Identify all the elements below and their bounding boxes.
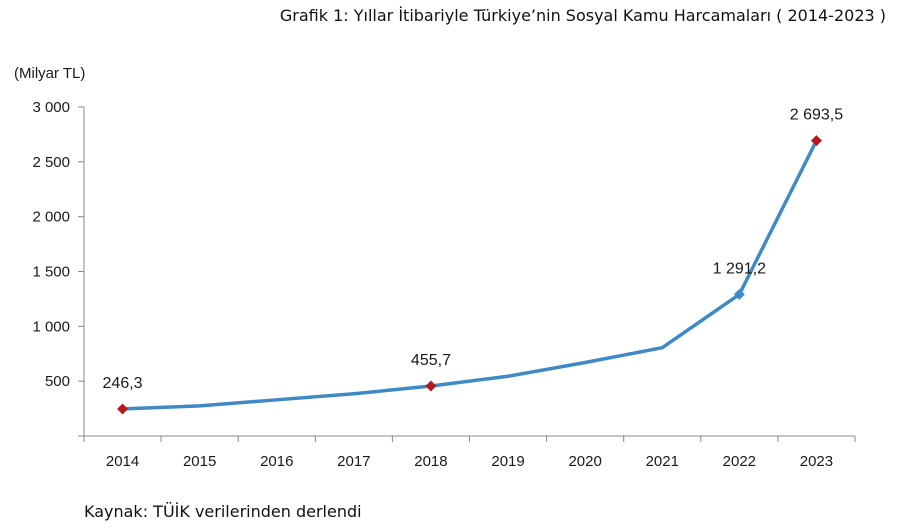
x-tick-label: 2019: [491, 453, 524, 470]
axes: [78, 106, 856, 442]
series-layer: [120, 138, 819, 411]
data-label: 246,3: [103, 375, 143, 392]
x-tick-label: 2016: [260, 453, 293, 470]
x-tick-label: 2023: [800, 453, 833, 470]
data-label: 455,7: [411, 352, 451, 369]
y-tick-label: 500: [45, 373, 70, 390]
data-point-marker: [117, 403, 129, 415]
data-point-marker: [425, 380, 437, 392]
data-point-marker: [810, 135, 822, 147]
y-axis-label: (Milyar TL): [14, 65, 85, 82]
data-label: 2 693,5: [790, 107, 843, 124]
y-tick-label: 2 000: [32, 209, 70, 226]
series-line: [120, 138, 819, 411]
tick-labels: 500 1 000 1 500 2 000 2 500 3 000 2014 2015 2016…: [32, 99, 833, 470]
y-tick-label: 1 500: [32, 264, 70, 281]
x-tick-label: 2020: [568, 453, 601, 470]
x-tick-label: 2014: [106, 453, 139, 470]
x-tick-label: 2022: [723, 453, 756, 470]
source-note: Kaynak: TÜİK verilerinden derlendi: [84, 502, 362, 521]
x-tick-label: 2015: [183, 453, 216, 470]
y-tick-label: 3 000: [32, 99, 70, 116]
x-tick-label: 2017: [337, 453, 370, 470]
y-tick-label: 2 500: [32, 154, 70, 171]
y-tick-label: 1 000: [32, 318, 70, 335]
chart-title: Grafik 1: Yıllar İtibariyle Türkiye’nin …: [279, 6, 886, 25]
x-tick-label: 2021: [646, 453, 679, 470]
data-point-marker: [733, 288, 745, 300]
markers-layer: 246,3 455,7 1 291,2 2 693,5: [103, 107, 843, 415]
data-label: 1 291,2: [713, 260, 766, 277]
x-tick-label: 2018: [414, 453, 447, 470]
